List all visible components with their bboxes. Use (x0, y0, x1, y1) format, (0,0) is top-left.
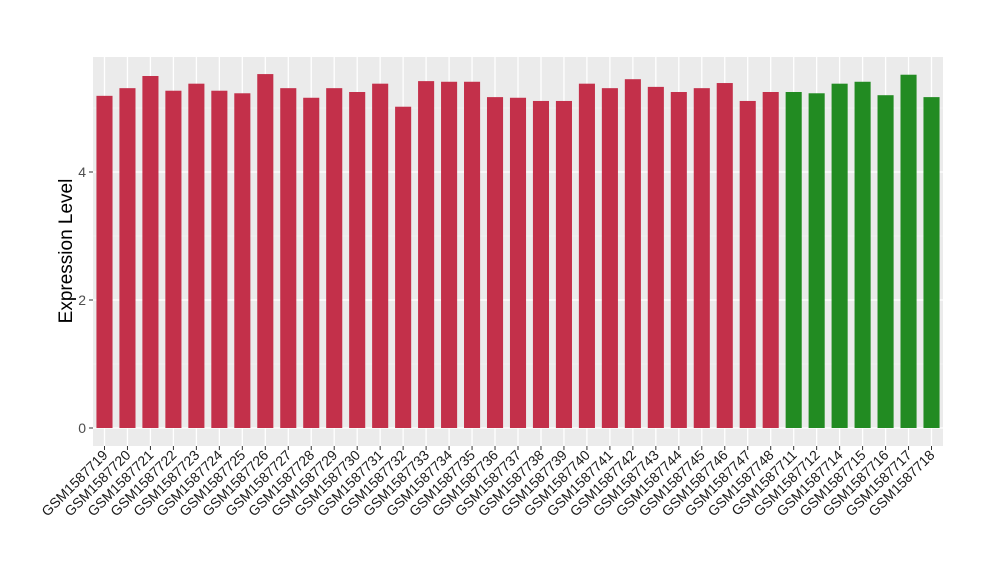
bar-GSM1587725 (234, 93, 251, 428)
bar-GSM1587734 (441, 81, 458, 428)
bar-GSM1587718 (923, 97, 940, 429)
bar-GSM1587735 (464, 81, 481, 428)
bar-GSM1587746 (716, 83, 733, 428)
bar-GSM1587747 (739, 100, 756, 429)
bar-GSM1587712 (808, 93, 825, 428)
x-axis: GSM1587719GSM1587720GSM1587721GSM1587722… (38, 446, 938, 519)
y-tick-label: 0 (78, 420, 86, 436)
bar-GSM1587724 (211, 90, 228, 428)
bar-GSM1587726 (257, 74, 274, 428)
y-tick-label: 4 (78, 164, 86, 180)
bars (96, 74, 940, 429)
bar-GSM1587742 (624, 79, 641, 428)
bar-GSM1587736 (486, 97, 504, 429)
bar-GSM1587738 (532, 100, 550, 429)
bar-GSM1587741 (601, 88, 618, 428)
bar-GSM1587732 (395, 106, 412, 428)
bar-GSM1587717 (900, 74, 917, 428)
bar-GSM1587745 (693, 88, 710, 428)
y-tick-label: 2 (78, 292, 86, 308)
bar-GSM1587739 (555, 100, 572, 429)
bar-GSM1587721 (142, 76, 159, 428)
bar-GSM1587731 (372, 83, 389, 429)
bar-GSM1587737 (509, 97, 527, 428)
bar-GSM1587711 (785, 92, 802, 428)
bar-GSM1587733 (418, 81, 435, 429)
y-axis: 0 2 4 (78, 164, 93, 436)
bar-GSM1587730 (349, 92, 366, 428)
bar-GSM1587728 (303, 97, 320, 428)
bar-GSM1587719 (96, 95, 113, 428)
bar-GSM1587727 (280, 88, 297, 428)
bar-GSM1587743 (647, 86, 664, 428)
y-axis-label: Expression Level (56, 179, 77, 324)
bar-GSM1587722 (165, 90, 182, 428)
bar-GSM1587729 (326, 88, 343, 428)
bar-GSM1587748 (762, 92, 779, 428)
bar-GSM1587714 (831, 83, 848, 429)
bar-GSM1587715 (854, 81, 871, 428)
bar-GSM1587723 (188, 83, 205, 429)
bar-GSM1587740 (578, 83, 595, 429)
bar-GSM1587744 (670, 92, 687, 428)
bar-GSM1587716 (877, 95, 894, 428)
bar-GSM1587720 (119, 88, 136, 428)
